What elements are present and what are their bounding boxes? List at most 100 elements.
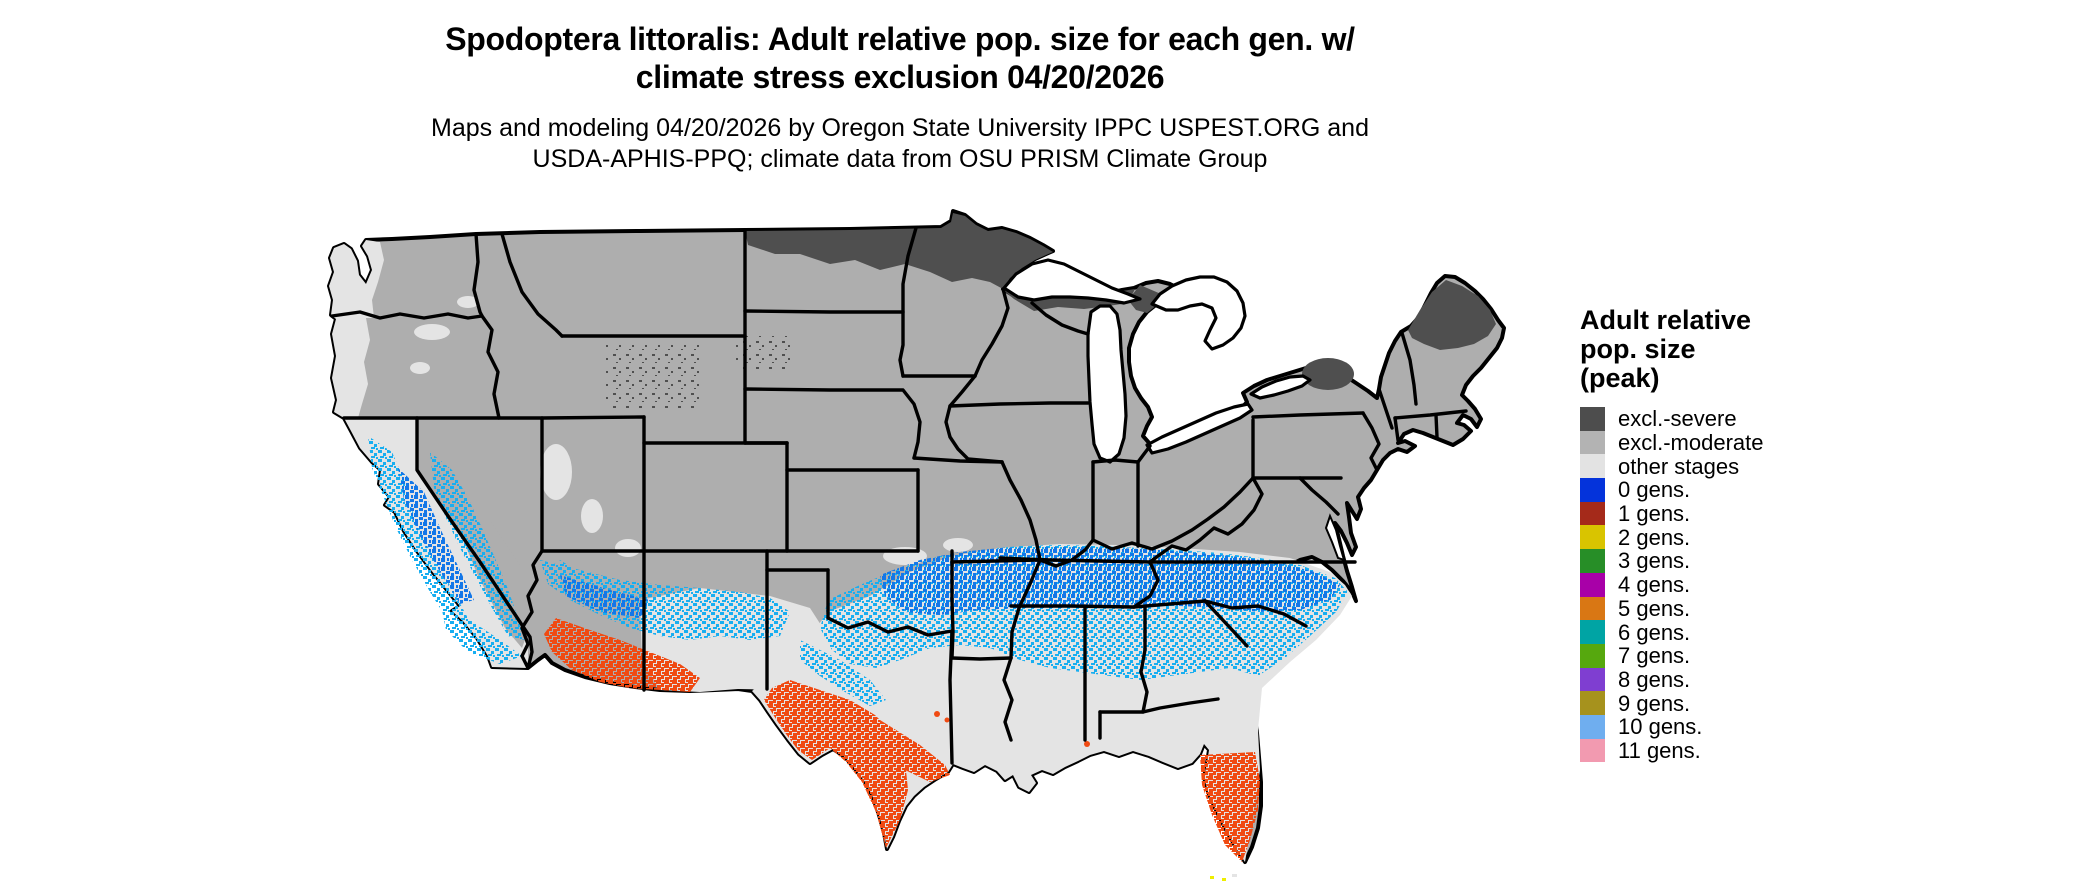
- map-title-line2: climate stress exclusion 04/20/2026: [635, 59, 1165, 95]
- speckle-orange-florida: [1200, 752, 1260, 862]
- border-ms-river-upper: [973, 287, 1010, 378]
- border-potomac: [1298, 476, 1340, 516]
- legend-label: 9 gens.: [1618, 690, 1691, 716]
- speckle-orange-texas-coast: [880, 720, 950, 782]
- border-wv-va: [1148, 476, 1264, 564]
- legend-color-swatch: [1580, 620, 1605, 644]
- legend-color-swatch: [1580, 407, 1605, 431]
- legend-row: other stages: [1580, 453, 1880, 479]
- map-subtitle-line2: USDA-APHIS-PPQ; climate data from OSU PR…: [532, 145, 1268, 173]
- map-lakes: [1002, 258, 1346, 562]
- border-wi-il: [948, 401, 1090, 408]
- speckle-orange-south-texas: [764, 680, 908, 848]
- border-la-ms-river: [1002, 656, 1014, 742]
- border-ct-ri: [1434, 413, 1439, 439]
- border-ny-ct: [1393, 416, 1400, 442]
- border-ms-river-mid: [1000, 460, 1042, 562]
- legend-row: 4 gens.: [1580, 572, 1880, 597]
- border-ny-vt: [1377, 387, 1394, 430]
- speckle-orange-arizona: [544, 618, 700, 692]
- light-pacific-northwest-coast: [329, 240, 384, 418]
- speckle-arizona-blue-mix: [560, 575, 650, 618]
- border-42nd-parallel: [342, 415, 646, 420]
- severe-specks-wyoming: [606, 344, 702, 408]
- border-tn-south: [1009, 604, 1136, 609]
- state-borders: [330, 226, 1468, 765]
- severe-michigan-up-fringe: [1128, 285, 1168, 313]
- light-east-wa: [457, 296, 479, 308]
- legend-label: 1 gens.: [1618, 501, 1691, 527]
- legend-label: other stages: [1618, 453, 1740, 479]
- legend-label: 5 gens.: [1618, 595, 1691, 621]
- legend-label: 10 gens.: [1618, 714, 1703, 740]
- legend-row: 5 gens.: [1580, 595, 1880, 621]
- border-nj-delaware-river: [1361, 411, 1381, 472]
- legend-label: 7 gens.: [1618, 643, 1691, 669]
- legend-label: 8 gens.: [1618, 666, 1691, 692]
- legend-row: 8 gens.: [1580, 666, 1880, 692]
- legend-color-swatch: [1580, 714, 1605, 739]
- legend-color-swatch: [1580, 478, 1605, 502]
- legend-label: 3 gens.: [1618, 548, 1691, 574]
- border-ga-sc: [1203, 599, 1249, 648]
- legend-row: excl.-moderate: [1580, 430, 1880, 456]
- legend-row: excl.-severe: [1580, 407, 1880, 431]
- severe-specks-black-hills: [735, 336, 790, 370]
- legend-label: 6 gens.: [1618, 619, 1691, 645]
- legend-row: 6 gens.: [1580, 620, 1880, 644]
- lake-erie: [1145, 402, 1254, 455]
- map-subtitle: Maps and modeling 04/20/2026 by Oregon S…: [300, 113, 1500, 175]
- border-az-ca: [520, 549, 544, 670]
- light-columbia-basin: [414, 324, 450, 340]
- legend-row: 1 gens.: [1580, 501, 1880, 527]
- border-ca-nv: [415, 416, 534, 670]
- border-sd-ne: [743, 387, 922, 460]
- light-west-nevada: [540, 444, 572, 500]
- border-la-ar: [950, 656, 1013, 661]
- border-mi-south: [1091, 444, 1152, 464]
- border-al-ga: [1139, 605, 1149, 714]
- speckle-arizona-newmexico-cyan: [540, 560, 790, 640]
- legend-color-swatch: [1580, 454, 1605, 479]
- lake-michigan: [1086, 304, 1128, 464]
- speckle-california-coast-range: [368, 436, 486, 650]
- border-id-west: [472, 232, 501, 420]
- orange-spot-louisiana: [1084, 741, 1090, 747]
- lake-huron: [1150, 275, 1247, 351]
- legend-label: excl.-moderate: [1618, 430, 1764, 456]
- light-central-nevada: [581, 499, 603, 533]
- lake-ontario: [1249, 374, 1312, 400]
- legend-title-line1: Adult relative: [1580, 305, 1752, 335]
- keys-yellow-speck-2: [1222, 878, 1226, 881]
- legend-row: 3 gens.: [1580, 549, 1880, 573]
- border-vt-nh: [1400, 331, 1418, 406]
- border-ms-river-lower: [1009, 558, 1042, 660]
- legend-label: excl.-severe: [1618, 406, 1737, 432]
- legend-color-swatch: [1580, 738, 1605, 763]
- light-east-or: [410, 362, 430, 374]
- legend-label: 11 gens.: [1618, 737, 1701, 763]
- legend-entries: excl.-severe excl.-moderate other stages…: [1580, 407, 1880, 763]
- legend: Adult relative pop. size (peak) excl.-se…: [1580, 305, 1880, 763]
- border-tx-la: [948, 629, 954, 765]
- severe-adirondacks: [1302, 358, 1354, 390]
- header: Spodoptera littoralis: Adult relative po…: [300, 20, 1500, 175]
- legend-color-swatch: [1580, 572, 1605, 597]
- border-ga-fl: [1098, 697, 1220, 714]
- border-ohio-river: [1038, 476, 1255, 568]
- orange-spot-nw-louisiana-2: [944, 717, 950, 723]
- legend-color-swatch: [1580, 525, 1605, 550]
- legend-row: 10 gens.: [1580, 714, 1880, 740]
- keys-gray-speck: [1232, 874, 1237, 877]
- border-tn-nc: [1132, 560, 1160, 609]
- severe-north-maine: [1408, 280, 1496, 350]
- legend-title-line2: pop. size: [1580, 334, 1696, 364]
- legend-row: 9 gens.: [1580, 691, 1880, 715]
- border-ky-tn: [998, 556, 1152, 564]
- border-wa-or: [330, 310, 484, 320]
- legend-color-swatch: [1580, 501, 1605, 526]
- border-mn-west: [898, 226, 918, 378]
- legend-color-swatch: [1580, 667, 1605, 692]
- map-subtitle-line1: Maps and modeling 04/20/2026 by Oregon S…: [431, 114, 1369, 142]
